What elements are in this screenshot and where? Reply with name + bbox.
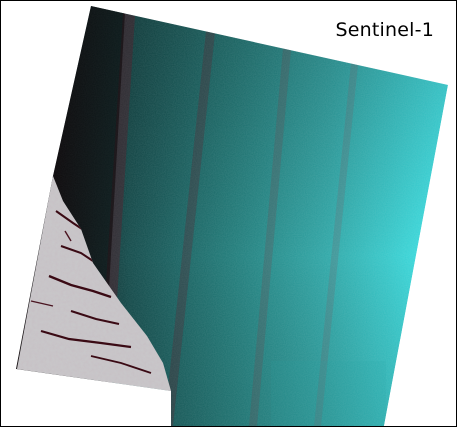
sensor-label: Sentinel-1 xyxy=(335,19,434,41)
